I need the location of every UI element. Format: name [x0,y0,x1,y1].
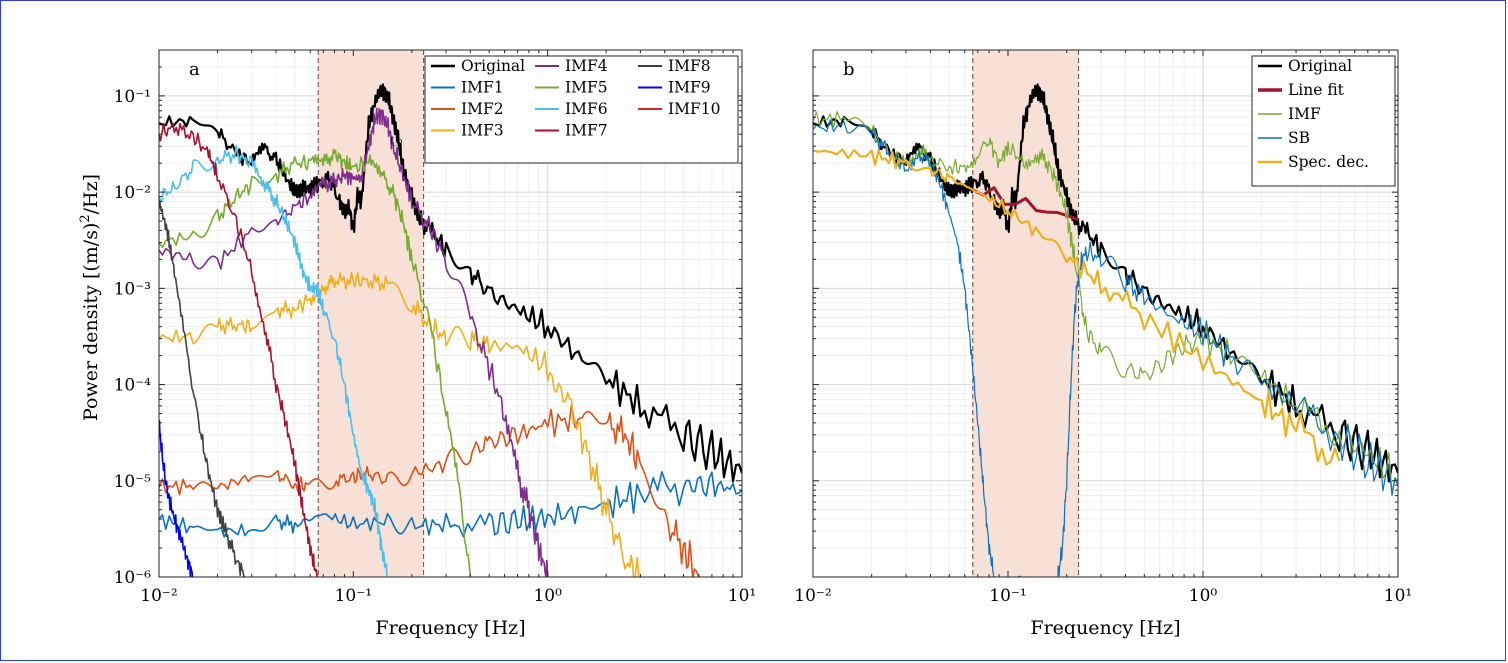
series-line-imf5 [159,148,472,577]
legend-label: IMF2 [461,100,504,118]
y-tick-label: 10⁻¹ [114,87,151,107]
series-line-imf1 [159,471,742,538]
legend: Original IMF1 IMF2 IMF3 IMF4 IMF5 IMF6 IMF7 IMF8… [424,55,739,164]
legend-label: IMF10 [668,100,720,118]
legend-label: IMF4 [565,57,608,75]
legend-box [1251,55,1396,187]
legend-label: IMF6 [565,100,608,118]
series-line-imf7 [159,122,318,577]
panel-b: 10⁻² 10⁻¹ 10⁰ 10¹ Frequency [Hz] b Original Lin… [794,49,1412,639]
series-group [813,83,1398,577]
legend-label: Original [1288,57,1352,75]
series-line-imf9 [159,419,194,577]
legend-label: Line fit [1288,81,1345,99]
x-tick-label: 10¹ [1384,586,1412,606]
x-tick-label: 10⁻² [140,586,177,606]
series-line-original [813,83,1398,483]
series-line-imf4 [159,107,549,577]
y-tick-label: 10⁻⁵ [114,472,152,492]
series-line-spec-dec- [813,148,1341,466]
panel-a: 10⁻² 10⁻¹ 10⁰ 10¹10⁻⁶10⁻⁵10⁻⁴10⁻³10⁻²10⁻¹Fr… [114,49,756,639]
x-tick-label: 10⁻¹ [335,586,372,606]
legend-box [424,55,739,164]
y-tick-label: 10⁻⁴ [114,376,152,396]
legend-label: IMF8 [668,57,711,75]
series-line-original [159,83,742,483]
y-axis-label: Power density [(m/s)2/Hz] [78,174,102,421]
panel-letter: a [189,59,200,80]
legend-label: IMF7 [565,122,608,140]
x-tick-label: 10⁻¹ [989,586,1026,606]
legend-label: IMF1 [461,79,504,97]
series-line-imf2 [159,403,700,577]
y-tick-label: 10⁻⁶ [114,568,152,588]
legend-label: Spec. dec. [1288,153,1369,171]
series-line-imf [813,111,1398,494]
series-group [159,83,742,577]
series-line-imf6 [159,144,388,577]
series-line-imf3 [159,271,641,577]
shaded-band [972,50,1079,577]
x-tick-label: 10⁻² [794,586,831,606]
legend-label: SB [1288,129,1310,147]
x-tick-label: 10⁰ [1189,586,1218,606]
axes-box [812,49,1399,578]
legend-label: IMF9 [668,79,711,97]
legend: Original Line fit IMF SB Spec. dec. [1251,55,1396,187]
x-axis-label: Frequency [Hz] [1030,617,1180,639]
legend-label: Original [461,57,525,75]
series-line-line-fit [972,186,1079,221]
panel-letter: b [843,59,855,80]
x-tick-label: 10⁰ [533,586,562,606]
axes-box [158,49,743,578]
legend-label: IMF5 [565,79,608,97]
legend-label: IMF [1288,105,1321,123]
y-tick-label: 10⁻² [114,183,151,203]
series-line-imf8 [159,200,246,577]
peak-annotation: f_p [390,137,402,146]
x-tick-label: 10¹ [728,586,756,606]
x-axis-label: Frequency [Hz] [375,617,525,639]
y-tick-label: 10⁻³ [114,279,151,299]
legend-label: IMF3 [461,122,504,140]
series-line-sb [813,119,1398,577]
